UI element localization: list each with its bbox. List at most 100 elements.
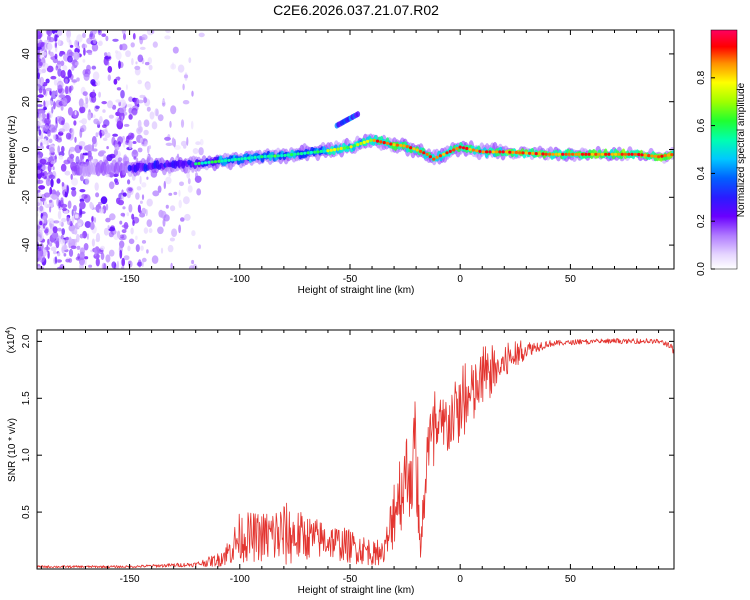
noise-blob [108,181,115,190]
noise-blob [101,33,107,37]
ridge-core [587,152,591,156]
ridge-core [521,151,525,155]
noise-blob [120,89,125,99]
ridge-core [501,150,505,154]
noise-blob [79,201,86,210]
noise-blob [152,41,158,48]
noise-blob [81,124,87,132]
noise-blob [127,260,132,266]
ridge-core [399,143,403,147]
noise-blob [82,59,86,63]
noise-blob [143,97,148,104]
noise-blob [91,136,97,145]
ridge-core [488,150,492,154]
noise-blob [121,257,125,267]
ridge-core [468,147,472,151]
x-tick-label: -150 [120,274,140,285]
noise-blob [45,30,51,35]
y-tick-label: -20 [21,190,32,205]
noise-blob [119,234,125,239]
noise-blob [57,252,61,257]
noise-blob [39,197,46,202]
noise-blob [183,196,190,205]
ridge-core [316,150,320,154]
noise-blob [154,108,159,117]
noise-blob [39,220,43,226]
ridge-core [395,143,399,147]
noise-blob [83,194,91,203]
noise-blob [107,225,110,230]
ridge-core [445,151,449,155]
noise-blob [123,123,130,127]
noise-blob [93,158,96,162]
noise-blob [128,140,133,150]
noise-blob [163,214,170,222]
noise-blob [68,238,73,243]
ridge-core [213,160,218,164]
noise-blob [106,154,113,162]
spectrogram-y-axis-label: Frequency (Hz) [7,116,18,185]
y-tick-label: 40 [21,48,32,60]
noise-blob [86,64,91,72]
noise-blob [143,129,149,136]
noise-blob [84,221,92,228]
ridge-core [362,140,366,144]
ridge-core [217,159,221,163]
noise-blob [57,145,61,154]
noise-blob [91,216,94,223]
noise-blob [83,102,89,109]
noise-blob [73,238,78,243]
noise-blob [98,30,101,34]
ridge-core [379,140,383,144]
noise-blob [61,182,65,187]
noise-blob [130,227,134,235]
noise-blob [148,145,152,150]
noise-blob [42,173,45,177]
noise-blob [53,79,58,86]
noise-blob [144,140,148,147]
noise-blob [130,42,135,48]
noise-blob [84,145,91,151]
snr-x-ticks: -150 -100 -50 0 50 [40,330,660,585]
noise-blob [141,257,147,263]
ridge-core [197,161,201,166]
noise-blob [60,60,65,67]
noise-blob [126,191,131,199]
noise-blob [123,154,128,162]
noise-blob [43,138,47,145]
ridge-core [296,152,300,156]
ridge-core [303,151,307,155]
ridge-core [653,154,657,158]
noise-blob [86,233,89,240]
noise-blob [87,111,92,121]
ridge-core [207,160,211,164]
noise-blob [41,215,47,224]
x-tick-label: 50 [565,574,577,585]
ridge-core [647,154,651,158]
noise-blob [115,50,118,54]
noise-blob [92,38,97,44]
noise-blob [42,248,47,257]
noise-blob [169,120,172,128]
ridge-core [369,138,373,142]
noise-blob [103,227,109,236]
ridge-core [266,154,270,158]
noise-blob [55,42,57,49]
noise-blob [45,87,52,92]
noise-blob [43,124,49,132]
y-tick-label: 0.5 [21,505,32,519]
noise-blob [151,255,159,264]
noise-blob [57,210,62,220]
noise-blob [53,220,60,224]
noise-blob [76,245,81,250]
ridge-core [478,149,482,153]
noise-blob [40,142,43,147]
noise-blob [121,30,127,35]
noise-blob [77,253,80,260]
noise-blob [93,206,101,211]
ridge-core [253,155,257,159]
noise-blob [127,179,131,185]
noise-blob [58,94,66,98]
noise-blob [57,39,61,46]
noise-blob [157,226,164,235]
